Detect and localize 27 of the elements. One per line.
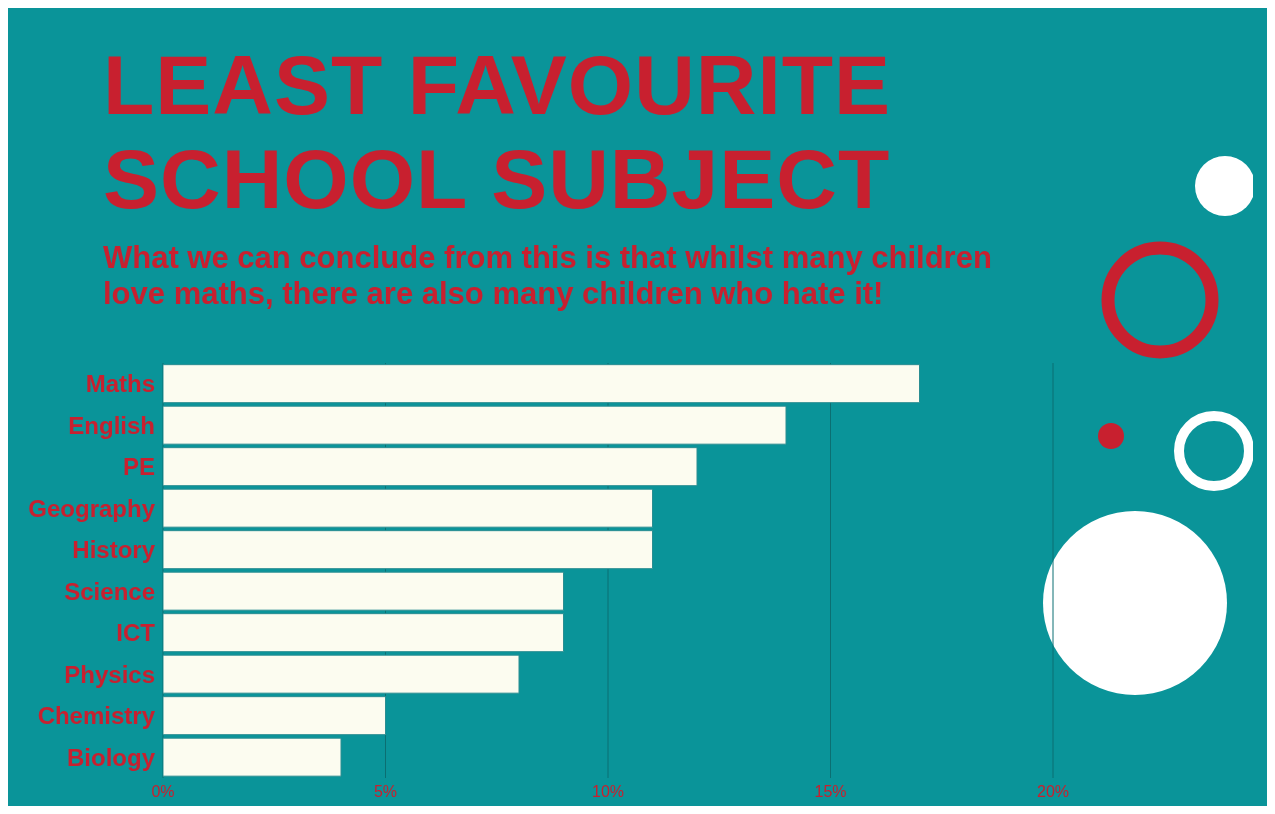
y-tick-label: ICT <box>116 619 156 647</box>
bar <box>163 405 787 445</box>
x-tick-label: 15% <box>814 783 847 801</box>
y-tick-label: English <box>68 411 155 439</box>
bar <box>163 571 564 611</box>
y-tick-label: Chemistry <box>37 702 156 730</box>
y-tick-label: PE <box>122 453 155 481</box>
chart-title: LEAST FAVOURITE SCHOOL SUBJECT <box>103 38 893 226</box>
chart-subtitle: What we can conclude from this is that whilst many children love maths, there are also many children who hate it! <box>103 240 993 312</box>
bar <box>163 447 698 487</box>
bar <box>163 488 653 528</box>
x-tick-label: 10% <box>591 783 625 801</box>
y-tick-label: Maths <box>85 370 155 398</box>
y-tick-label: Science <box>64 577 155 605</box>
y-tick-label: Geography <box>28 494 156 522</box>
bar <box>163 613 564 653</box>
y-tick-label: Biology <box>67 743 156 771</box>
bar <box>163 654 520 694</box>
x-tick-label: 20% <box>1036 783 1070 801</box>
bar <box>163 737 342 777</box>
bar <box>163 696 386 736</box>
bar <box>163 530 653 570</box>
y-tick-label: Physics <box>64 660 155 688</box>
x-tick-label: 5% <box>373 783 398 801</box>
y-tick-label: History <box>72 536 156 564</box>
bar <box>163 364 920 404</box>
x-tick-label: 0% <box>151 783 175 801</box>
